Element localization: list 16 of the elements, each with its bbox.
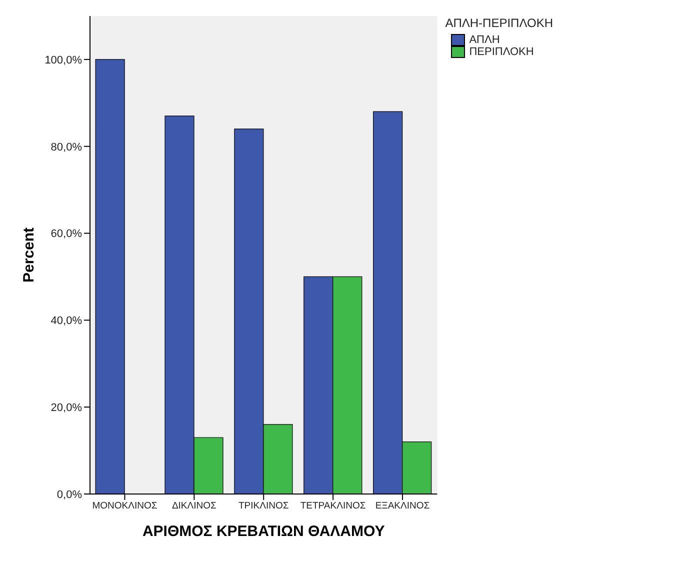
legend-title: ΑΠΛΗ-ΠΕΡΙΠΛΟΚΗ [445, 16, 553, 30]
x-axis-title: ΑΡΙΘΜΟΣ ΚΡΕΒΑΤΙΩΝ ΘΑΛΑΜΟΥ [142, 523, 385, 540]
x-tick-label: ΜΟΝΟΚΛΙΝΟΣ [92, 500, 158, 512]
x-tick-label: ΔΙΚΛΙΝΟΣ [172, 500, 216, 512]
y-tick-label: 40,0% [50, 315, 82, 328]
x-tick-label: ΕΞΑΚΛΙΝΟΣ [375, 500, 430, 512]
y-tick-label: 100,0% [44, 54, 82, 66]
x-tick-label: ΤΕΤΡΑΚΛΙΝΟΣ [300, 500, 366, 512]
x-tick-label: ΤΡΙΚΛΙΝΟΣ [238, 500, 289, 512]
y-tick-label: 60,0% [50, 228, 82, 240]
legend-label: ΠΕΡΙΠΛΟΚΗ [468, 46, 535, 58]
legend-label: ΑΠΛΗ [468, 34, 501, 46]
y-tick-label: 20,0% [50, 402, 82, 414]
y-tick-label: 0,0% [56, 488, 82, 501]
y-tick-label: 80,0% [50, 141, 82, 154]
y-axis-title: Percent [20, 227, 38, 283]
